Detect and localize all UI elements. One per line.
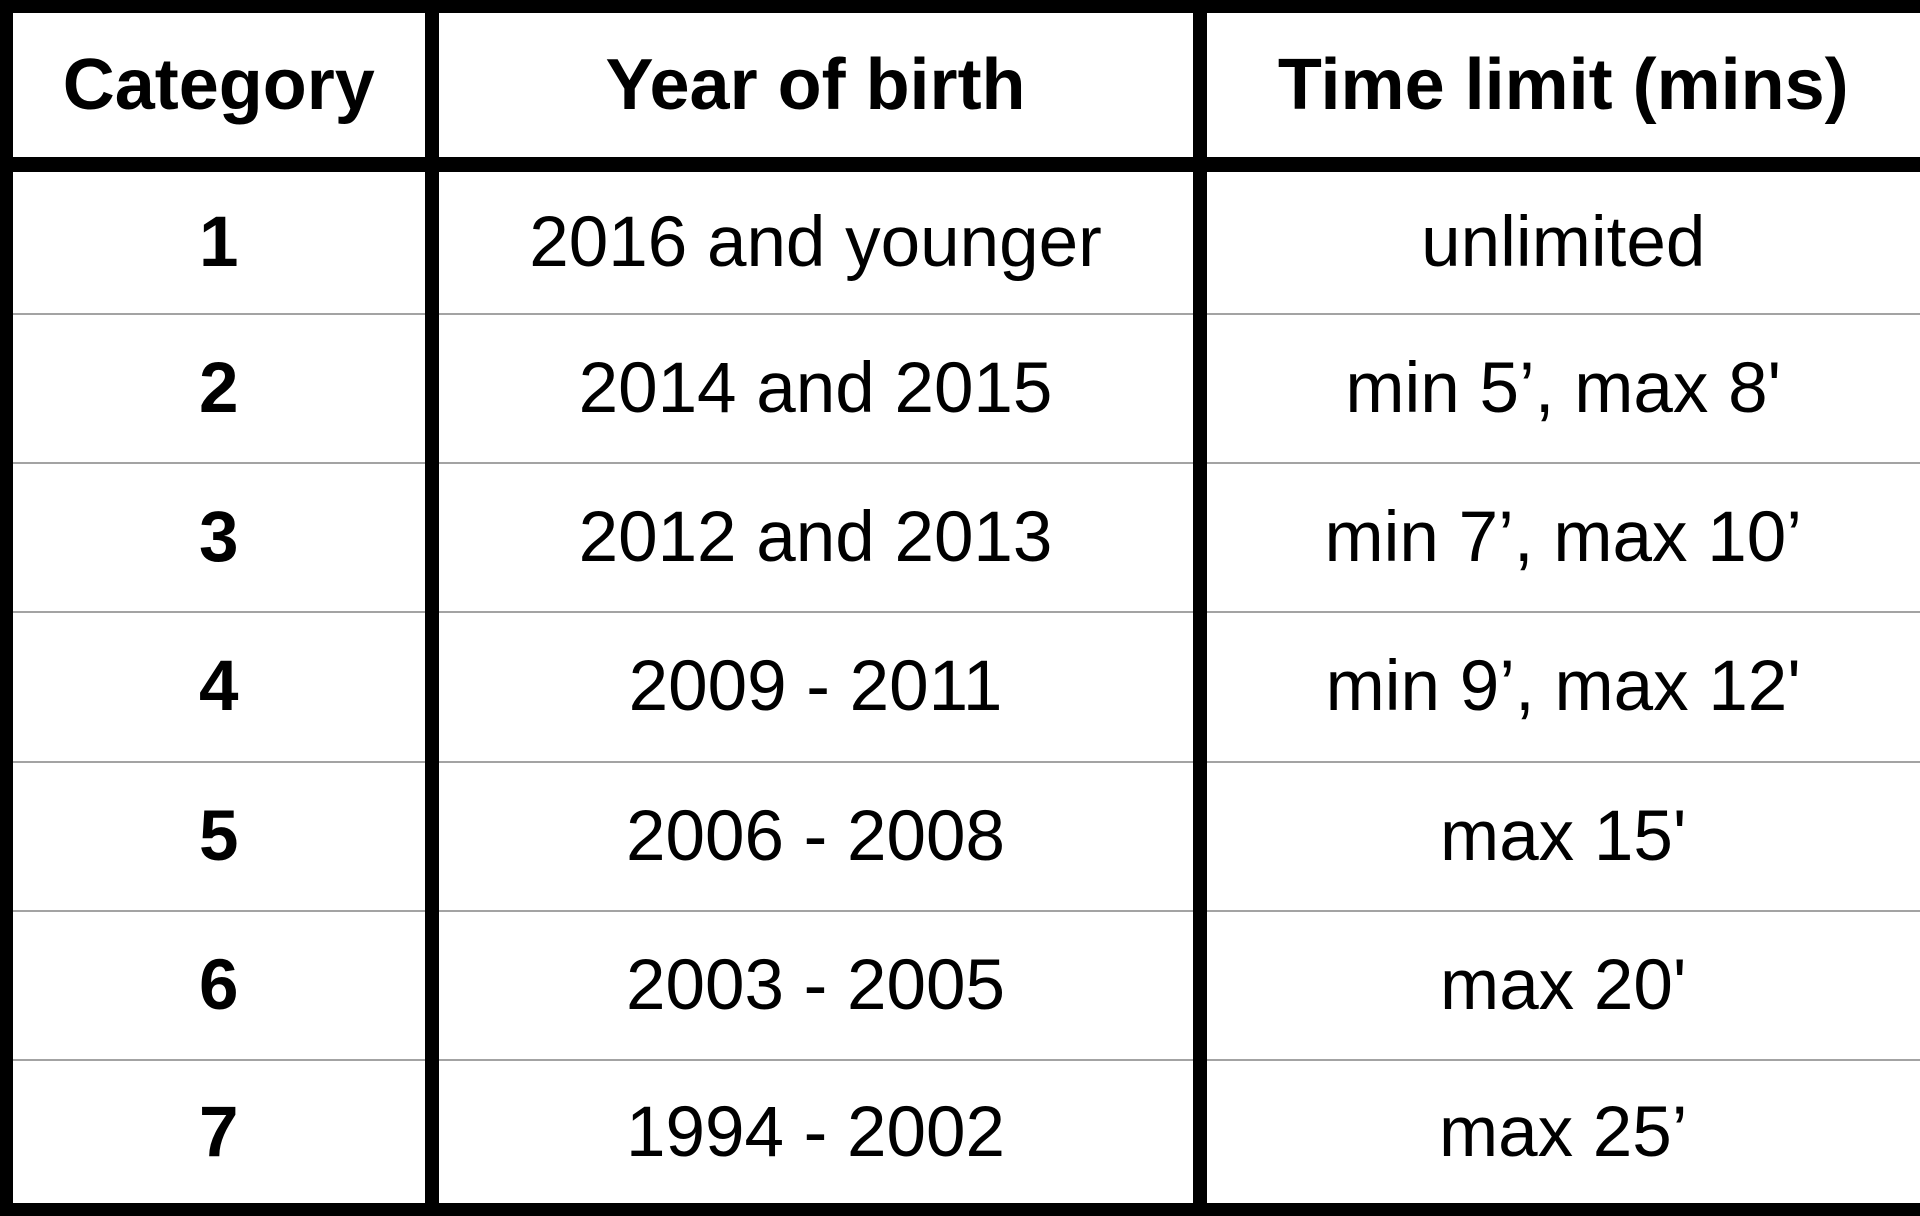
table-body: 1 2016 and younger unlimited 2 2014 and 2015… (6, 163, 1920, 1210)
header-row: Category Year of birth Time limit (mins) (6, 6, 1920, 172)
time-limit-cell: unlimited (1192, 163, 1920, 314)
table-row: 2 2014 and 2015 min 5’, max 8' (6, 312, 1920, 464)
category-cell: 2 (6, 312, 432, 464)
category-cell: 3 (6, 462, 432, 613)
table-row: 1 2016 and younger unlimited (6, 163, 1920, 314)
time-limit-cell: max 25’ (1192, 1059, 1920, 1210)
year-of-birth-cell: 1994 - 2002 (424, 1059, 1200, 1210)
table-row: 4 2009 - 2011 min 9’, max 12' (6, 611, 1920, 762)
year-of-birth-cell: 2014 and 2015 (424, 312, 1200, 464)
year-of-birth-cell: 2012 and 2013 (424, 462, 1200, 613)
category-cell: 6 (6, 909, 432, 1061)
time-limit-cell: max 20' (1192, 909, 1920, 1061)
time-limit-cell: min 5’, max 8' (1192, 312, 1920, 464)
category-cell: 7 (6, 1059, 432, 1210)
header-time-limit: Time limit (mins) (1192, 6, 1920, 172)
year-of-birth-cell: 2006 - 2008 (424, 760, 1200, 911)
table-row: 5 2006 - 2008 max 15' (6, 760, 1920, 911)
category-cell: 4 (6, 611, 432, 762)
category-cell: 1 (6, 163, 432, 314)
category-cell: 5 (6, 760, 432, 911)
header-year-of-birth: Year of birth (424, 6, 1200, 172)
table-row: 6 2003 - 2005 max 20' (6, 909, 1920, 1061)
year-of-birth-cell: 2009 - 2011 (424, 611, 1200, 762)
time-limit-cell: min 7’, max 10’ (1192, 462, 1920, 613)
table-row: 7 1994 - 2002 max 25’ (6, 1059, 1920, 1210)
time-limit-cell: min 9’, max 12' (1192, 611, 1920, 762)
header-category: Category (6, 6, 432, 172)
year-of-birth-cell: 2003 - 2005 (424, 909, 1200, 1061)
year-of-birth-cell: 2016 and younger (424, 163, 1200, 314)
table-row: 3 2012 and 2013 min 7’, max 10’ (6, 462, 1920, 613)
time-limit-cell: max 15' (1192, 760, 1920, 911)
table-header: Category Year of birth Time limit (mins) (6, 6, 1920, 172)
